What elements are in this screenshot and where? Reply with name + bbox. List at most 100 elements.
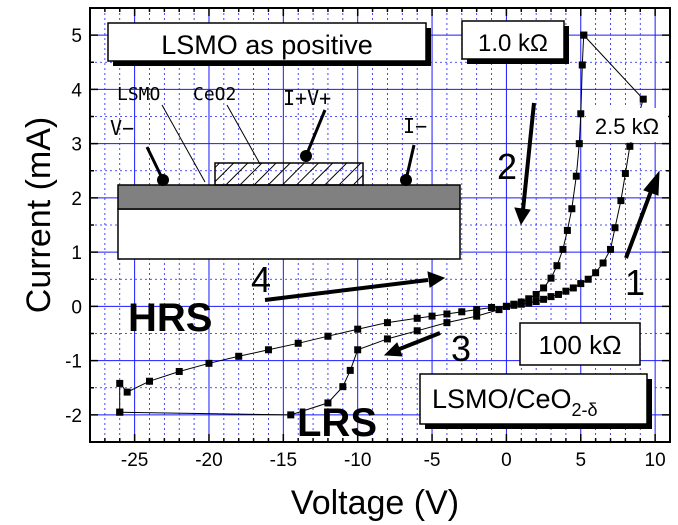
inset-i-minus-label: I− [403, 114, 427, 138]
y-tick-label: 0 [71, 297, 82, 318]
inset-ceo2-label: CeO2 [193, 84, 236, 105]
series-1-point [568, 205, 576, 213]
arrow-step-3-head [383, 342, 403, 357]
resistance-2-5k-box: 2.5 kΩ [586, 108, 668, 142]
series-2-point [517, 300, 525, 308]
inset-contact-v-minus [157, 174, 169, 186]
series-2-point [458, 308, 466, 316]
series-2-point [502, 302, 510, 310]
series-2-point [621, 169, 629, 177]
series-2-point [617, 197, 625, 205]
step-1-label: 1 [625, 262, 645, 303]
arrow-step-2 [521, 102, 536, 211]
x-axis-label: Voltage (V) [291, 484, 459, 522]
resistance-1k-label: 1.0 kΩ [478, 30, 548, 57]
series-1-point [563, 226, 571, 234]
series-1-point [540, 284, 548, 292]
series-2-point [580, 31, 588, 39]
series-2-point [383, 319, 391, 327]
arrow-step-3 [396, 331, 441, 352]
series-2-point [569, 284, 577, 292]
x-tick-label: -25 [121, 450, 148, 471]
step-2-label: 2 [497, 146, 517, 187]
arrow-step-1-head [643, 170, 660, 196]
series-2-point [294, 339, 302, 347]
inset-contact-i-minus [400, 174, 412, 186]
series-1-point [525, 295, 533, 303]
title-box: LSMO as positive [107, 22, 431, 66]
step-4-label: 4 [251, 259, 271, 300]
series-2-point [584, 275, 592, 283]
series-2-point [354, 325, 362, 333]
series-1-point [577, 110, 585, 118]
inset-lsmo-layer [117, 184, 461, 210]
arrow-step-4 [264, 278, 429, 302]
series-1-point [495, 306, 503, 314]
x-tick-label: 0 [501, 450, 512, 471]
series-1-point [572, 172, 580, 180]
x-tick-label: -15 [270, 450, 297, 471]
series-1-point [473, 312, 481, 320]
x-tick-label: -5 [424, 450, 441, 471]
resistance-2-5k-label: 2.5 kΩ [595, 114, 659, 139]
series-1-point [578, 61, 586, 69]
y-tick-label: 5 [71, 26, 82, 47]
series-1-point [532, 290, 540, 298]
series-2-point [428, 312, 436, 320]
series-2-point [488, 303, 496, 311]
plot-frame [89, 7, 671, 443]
y-axis-label: Current (mA) [20, 117, 58, 313]
y-tick-label: 3 [71, 135, 82, 156]
hrs-label: HRS [128, 296, 212, 340]
inset-lsmo-leader [161, 104, 206, 183]
series-2-point [525, 299, 533, 307]
series-2-point [324, 332, 332, 340]
x-tick-label: 5 [575, 450, 586, 471]
series-2-point [577, 280, 585, 288]
inset-iv-plus-label: I+V+ [283, 86, 331, 110]
step-3-label: 3 [451, 328, 471, 369]
series-2-point [607, 245, 615, 253]
x-tick-label: 10 [645, 450, 666, 471]
data-series [116, 31, 647, 419]
resistance-100k-box: 100 kΩ [519, 322, 641, 366]
series-2-point [205, 359, 213, 367]
sample-label-subscript: 2-δ [572, 400, 598, 420]
x-tick-label: -10 [344, 450, 371, 471]
series-1-point [346, 366, 354, 374]
x-tick-label: -20 [195, 450, 222, 471]
sample-label-main: LSMO/CeO [432, 384, 572, 414]
device-schematic-inset: LSMO CeO2 I+V+ V− I− [110, 84, 461, 260]
series-1-point [553, 262, 561, 270]
title-box-text: LSMO as positive [161, 30, 373, 60]
inset-ceo2-leader [226, 104, 261, 165]
series-2-point [473, 306, 481, 314]
lrs-label: LRS [297, 401, 377, 445]
series-1-point [324, 399, 332, 407]
resistance-1k-box: 1.0 kΩ [461, 20, 569, 64]
series-2-point [540, 295, 548, 303]
arrow-step-4-head [427, 271, 446, 288]
sample-box: LSMO/CeO2-δ [419, 373, 652, 429]
series-1-point [559, 245, 567, 253]
series-2-point [626, 142, 634, 150]
series-1-point [575, 140, 583, 148]
series-2-point [592, 269, 600, 277]
series-1-point [354, 346, 362, 354]
series-1-point [287, 411, 295, 419]
series-1-point [413, 327, 421, 335]
series-1-point [383, 335, 391, 343]
series-1-point [547, 274, 555, 282]
y-tick-label: -1 [65, 352, 82, 373]
series-2-point [123, 388, 131, 396]
series-2-point [599, 259, 607, 267]
y-tick-label: 2 [71, 189, 82, 210]
series-2-point [532, 297, 540, 305]
inset-probe-v-minus [145, 146, 165, 181]
series-2-point [639, 95, 647, 103]
series-2-point [547, 293, 555, 301]
series-2-point [116, 408, 124, 416]
y-tick-label: -2 [65, 406, 82, 427]
arrow-step-1 [624, 185, 655, 259]
